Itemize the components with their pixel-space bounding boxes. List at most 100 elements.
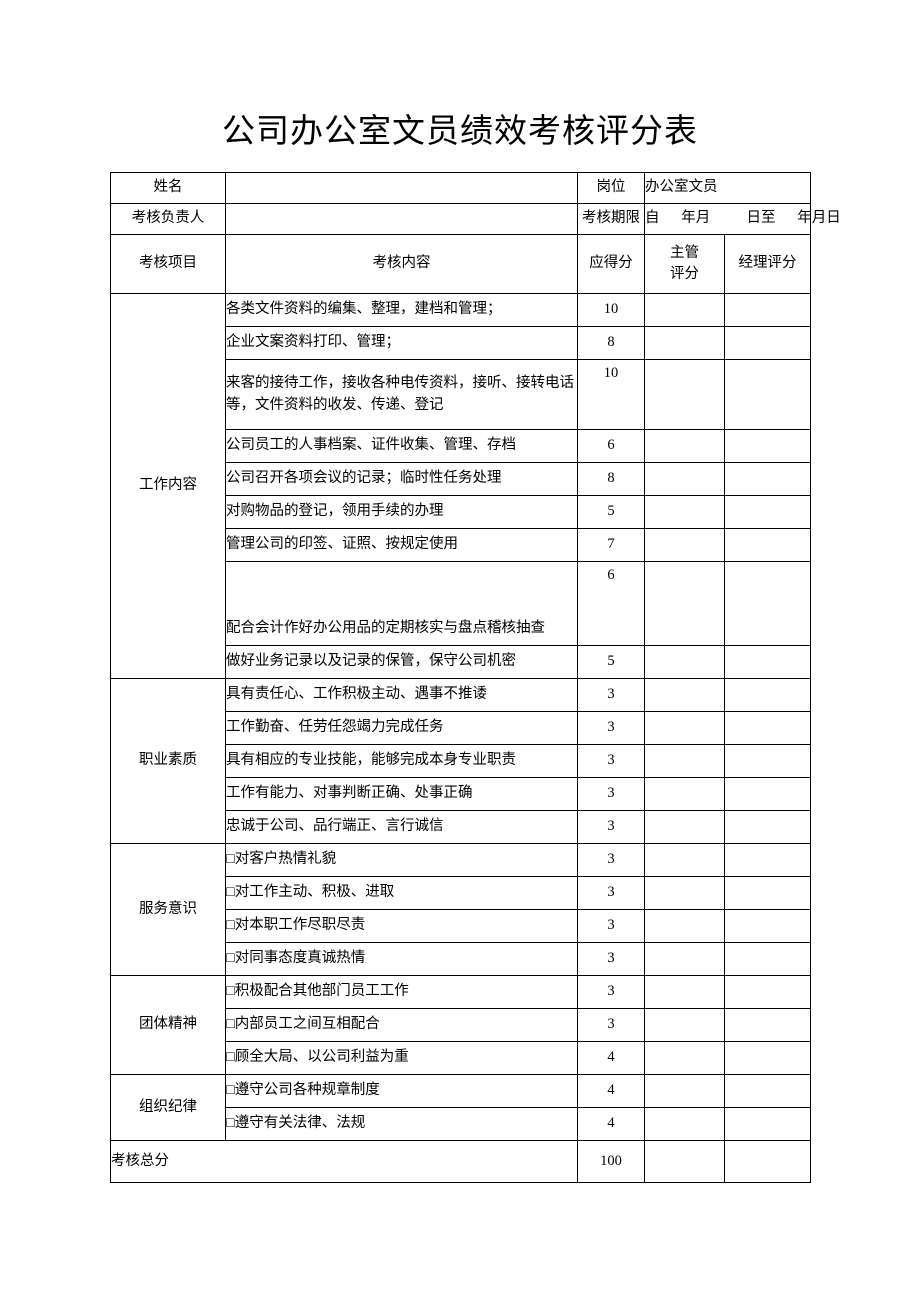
manager-score-input[interactable] [724,326,811,360]
supervisor-score-input[interactable] [644,744,725,778]
supervisor-score-input[interactable] [644,429,725,463]
criteria-text: 企业文案资料打印、管理； [225,326,578,360]
manager-score-input[interactable] [724,777,811,811]
manager-score-input[interactable] [724,843,811,877]
supervisor-score-input[interactable] [644,528,725,562]
manager-score-input[interactable] [724,1041,811,1075]
criteria-row: 企业文案资料打印、管理； 8 [111,326,811,360]
manager-score-input[interactable] [724,293,811,327]
supervisor-score-input[interactable] [644,1008,725,1042]
manager-score-input[interactable] [724,942,811,976]
criteria-max-score: 5 [577,495,645,529]
supervisor-score-input[interactable] [644,326,725,360]
criteria-text: □内部员工之间互相配合 [225,1008,578,1042]
criteria-text: □对本职工作尽职尽责 [225,909,578,943]
supervisor-score-input[interactable] [644,561,725,646]
criteria-text: 公司员工的人事档案、证件收集、管理、存档 [225,429,578,463]
total-label: 考核总分 [110,1140,578,1183]
criteria-max-score: 3 [577,942,645,976]
criteria-max-score: 3 [577,975,645,1009]
supervisor-score-input[interactable] [644,359,725,430]
manager-score-input[interactable] [724,645,811,679]
supervisor-score-input[interactable] [644,645,725,679]
manager-score-input[interactable] [724,678,811,712]
manager-score-input[interactable] [724,429,811,463]
manager-score-input[interactable] [724,711,811,745]
supervisor-score-input[interactable] [644,876,725,910]
category-label-3: 团体精神 [110,975,226,1075]
criteria-max-score: 3 [577,810,645,844]
criteria-row: 配合会计作好办公用品的定期核实与盘点稽核抽查 6 [111,561,811,646]
criteria-max-score: 3 [577,711,645,745]
category-label-2: 服务意识 [110,843,226,976]
criteria-max-score: 4 [577,1041,645,1075]
supervisor-score-input[interactable] [644,1107,725,1141]
total-manager-score-input[interactable] [724,1140,811,1183]
name-value-field[interactable] [225,172,578,204]
header-supervisor-line2: 评分 [670,266,699,282]
criteria-text: 对购物品的登记，领用手续的办理 [225,495,578,529]
criteria-row: 做好业务记录以及记录的保管，保守公司机密 5 [111,645,811,679]
supervisor-score-input[interactable] [644,1074,725,1108]
manager-score-input[interactable] [724,359,811,430]
criteria-text: □遵守有关法律、法规 [225,1107,578,1141]
manager-score-input[interactable] [724,561,811,646]
header-supervisor-score: 主管 评分 [644,234,725,294]
manager-score-input[interactable] [724,462,811,496]
period-label: 考核期限 [577,203,645,235]
manager-score-input[interactable] [724,810,811,844]
manager-score-input[interactable] [724,1008,811,1042]
manager-score-input[interactable] [724,1107,811,1141]
position-label: 岗位 [577,172,645,204]
supervisor-score-input[interactable] [644,909,725,943]
supervisor-score-input[interactable] [644,1041,725,1075]
supervisor-score-input[interactable] [644,843,725,877]
header-category: 考核项目 [110,234,226,294]
supervisor-score-input[interactable] [644,293,725,327]
criteria-text: 管理公司的印签、证照、按规定使用 [225,528,578,562]
supervisor-score-input[interactable] [644,495,725,529]
criteria-max-score: 3 [577,744,645,778]
manager-score-input[interactable] [724,495,811,529]
supervisor-score-input[interactable] [644,462,725,496]
criteria-max-score: 4 [577,1107,645,1141]
criteria-max-score: 3 [577,909,645,943]
criteria-text: 工作有能力、对事判断正确、处事正确 [225,777,578,811]
criteria-row: 服务意识 □对客户热情礼貌 3 [110,843,811,976]
criteria-text: 配合会计作好办公用品的定期核实与盘点稽核抽查 [225,561,578,646]
criteria-row: □对本职工作尽职尽责 3 [111,909,811,943]
supervisor-score-input[interactable] [644,777,725,811]
criteria-max-score: 3 [577,777,645,811]
criteria-max-score: 5 [577,645,645,679]
manager-score-input[interactable] [724,876,811,910]
manager-score-input[interactable] [724,744,811,778]
manager-score-input[interactable] [724,1074,811,1108]
criteria-row: 公司召开各项会议的记录；临时性任务处理 8 [111,462,811,496]
criteria-text: □顾全大局、以公司利益为重 [225,1041,578,1075]
supervisor-score-input[interactable] [644,975,725,1009]
criteria-row: 团体精神 □积极配合其他部门员工工作 3 [110,975,811,1075]
criteria-text: 具有相应的专业技能，能够完成本身专业职责 [225,744,578,778]
category-label-0: 工作内容 [110,293,226,679]
manager-score-input[interactable] [724,909,811,943]
period-value[interactable]: 自 年月 日至 年月日 [644,203,841,235]
total-supervisor-score-input[interactable] [644,1140,725,1183]
criteria-row: 工作勤奋、任劳任怨竭力完成任务 3 [111,711,811,745]
form-body: 姓名 岗位 办公室文员 考核负责人 考核期限 自 年月 日至 年月日 考核项目 … [110,172,841,1183]
supervisor-score-input[interactable] [644,678,725,712]
page-title: 公司办公室文员绩效考核评分表 [222,114,698,150]
criteria-text: □对同事态度真诚热情 [225,942,578,976]
supervisor-score-input[interactable] [644,942,725,976]
manager-score-input[interactable] [724,975,811,1009]
name-label: 姓名 [110,172,226,204]
supervisor-score-input[interactable] [644,810,725,844]
criteria-text: 公司召开各项会议的记录；临时性任务处理 [225,462,578,496]
supervisor-score-input[interactable] [644,711,725,745]
position-value[interactable]: 办公室文员 [644,172,811,204]
manager-score-input[interactable] [724,528,811,562]
column-header-row: 考核项目 考核内容 应得分 主管 评分 经理评分 [110,234,811,294]
criteria-max-score: 7 [577,528,645,562]
criteria-row: 来客的接待工作，接收各种电传资料，接听、接转电话等，文件资料的收发、传递、登记 1… [111,359,811,430]
owner-value-field[interactable] [225,203,578,235]
criteria-row: 忠诚于公司、品行端正、言行诚信 3 [111,810,811,844]
